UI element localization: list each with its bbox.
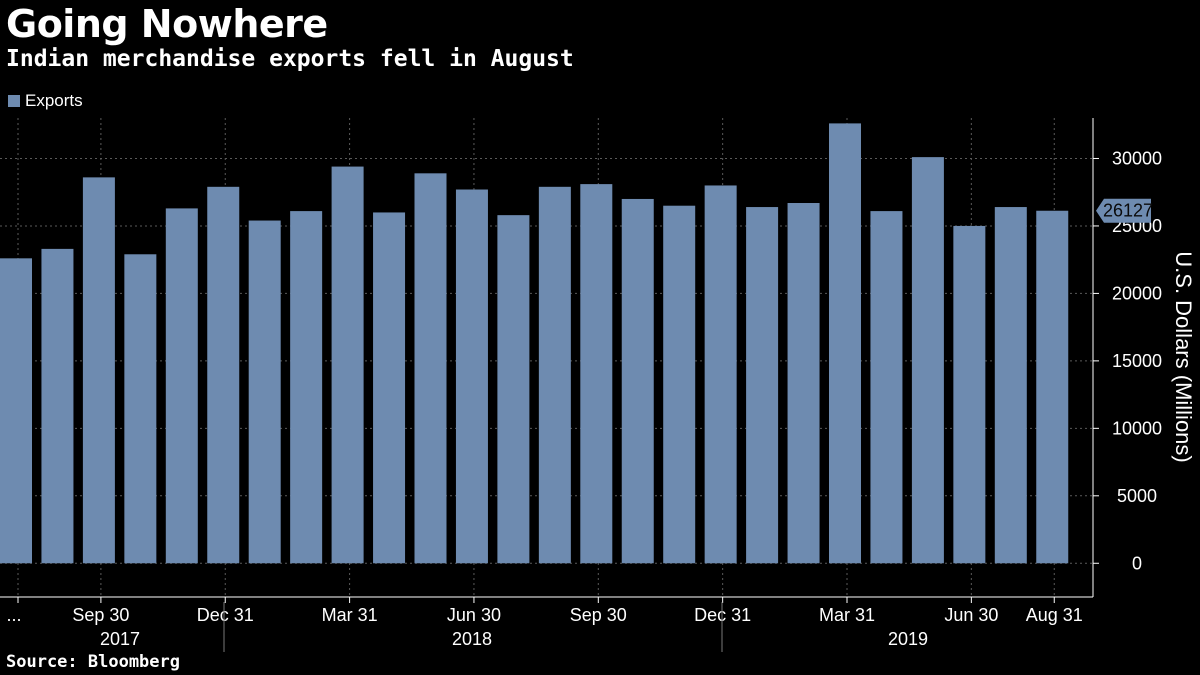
bar [953, 225, 986, 564]
legend-label: Exports [25, 91, 83, 110]
bar [911, 157, 944, 564]
bar [621, 198, 654, 564]
bar [124, 254, 157, 564]
bar [455, 189, 488, 564]
x-tick-label: Aug 31 [1026, 605, 1083, 625]
legend: Exports [8, 91, 83, 111]
x-tick-label: Dec 31 [197, 605, 254, 625]
bar [248, 220, 281, 564]
y-tick-label: 15000 [1112, 351, 1162, 371]
source-note: Source: Bloomberg [6, 652, 180, 672]
bar [0, 258, 32, 564]
bar [994, 207, 1027, 564]
bar [580, 184, 613, 564]
last-value-callout [1096, 198, 1151, 223]
year-label: 2018 [452, 629, 492, 649]
bar [829, 123, 861, 564]
bar [1036, 210, 1069, 564]
x-tick-label: Sep 30 [570, 605, 627, 625]
bar [290, 211, 323, 564]
x-tick-label: Mar 31 [819, 605, 875, 625]
bar [787, 203, 820, 564]
y-tick-label: 10000 [1112, 418, 1162, 438]
bar [704, 185, 737, 564]
y-tick-label: 20000 [1112, 283, 1162, 303]
bar [663, 205, 696, 564]
legend-swatch [8, 95, 20, 107]
chart-title: Going Nowhere [6, 2, 328, 46]
bar [746, 207, 779, 564]
bar [207, 186, 240, 564]
chart-subtitle: Indian merchandise exports fell in Augus… [6, 46, 574, 72]
bar [373, 212, 406, 564]
y-tick-label: 5000 [1117, 486, 1157, 506]
y-tick-label: 30000 [1112, 148, 1162, 168]
x-tick-label: Mar 31 [322, 605, 378, 625]
y-tick-label: 0 [1132, 553, 1142, 573]
x-tick-label: Sep 30 [72, 605, 129, 625]
bar [497, 215, 530, 564]
bar [41, 248, 74, 564]
bar [165, 208, 198, 564]
year-label: 2019 [888, 629, 928, 649]
x-tick-label: Jun 30 [447, 605, 501, 625]
bar [331, 166, 364, 564]
year-label: 2017 [100, 629, 140, 649]
x-tick-label: Dec 31 [694, 605, 751, 625]
x-tick-label: ... [6, 605, 21, 625]
y-axis-label: U.S. Dollars (Millions) [1171, 251, 1196, 462]
bar [870, 211, 903, 564]
bar [414, 173, 447, 564]
last-value-label: 26127 [1103, 201, 1153, 221]
x-tick-label: Jun 30 [944, 605, 998, 625]
bar [82, 177, 115, 564]
bar [538, 186, 571, 564]
